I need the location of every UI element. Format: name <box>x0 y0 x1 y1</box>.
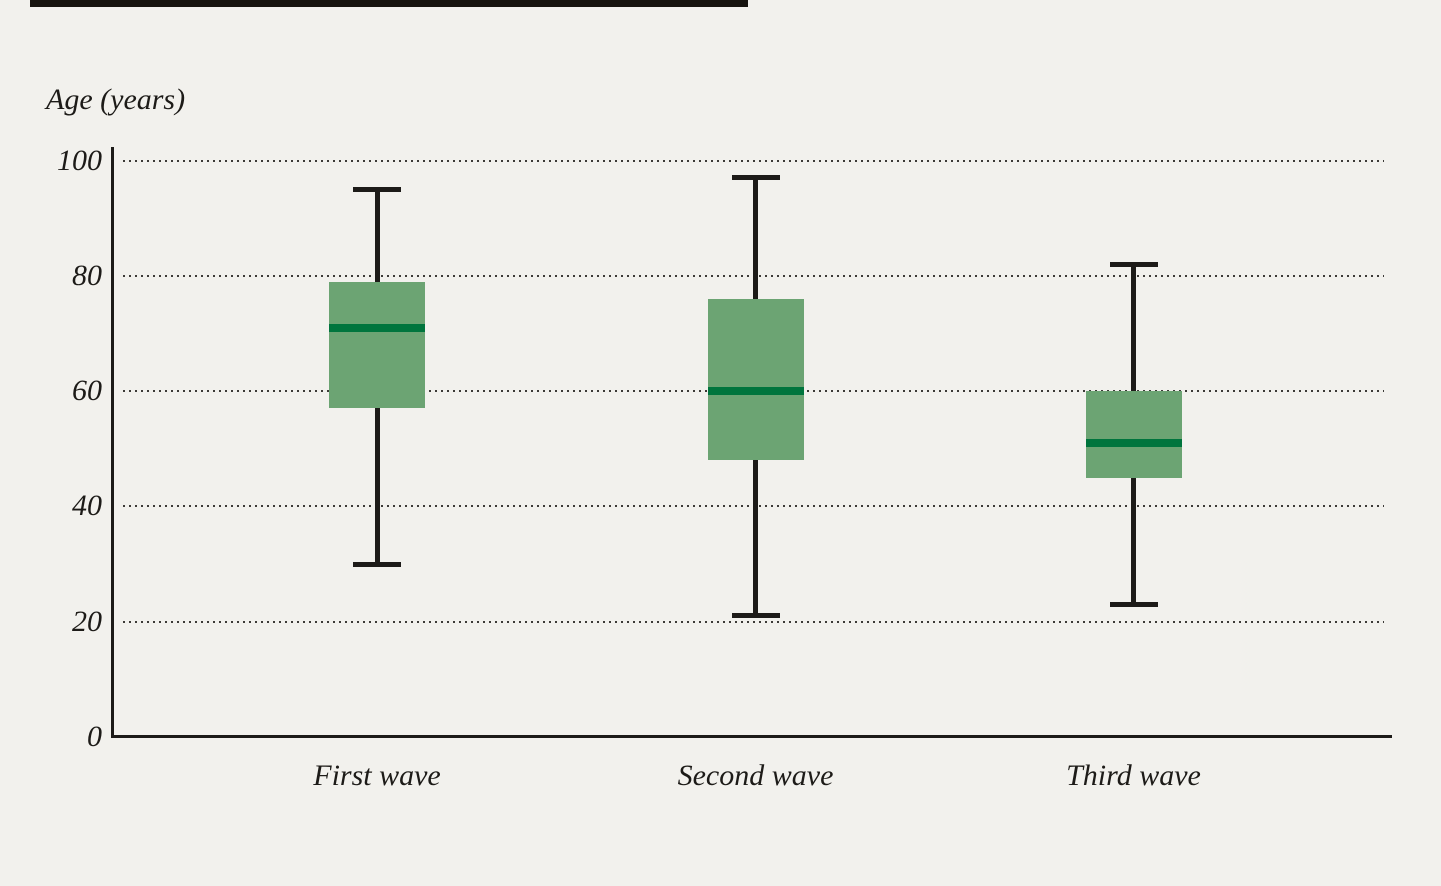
whisker-cap-min <box>731 613 780 619</box>
gridline-100 <box>123 159 1384 162</box>
whisker-cap-max <box>731 175 780 181</box>
iqr-box <box>1085 391 1182 478</box>
y-tick-label-100: 100 <box>57 143 102 177</box>
whisker-cap-max <box>1109 261 1158 267</box>
median-line <box>329 323 425 332</box>
x-tick-label-2: Second wave <box>677 759 834 792</box>
y-axis-line <box>111 147 114 737</box>
median-line <box>1085 438 1182 447</box>
x-axis-line <box>111 735 1392 738</box>
y-tick-label-0: 0 <box>87 720 102 753</box>
iqr-box <box>329 281 425 409</box>
whisker-cap-min <box>353 561 401 567</box>
iqr-box <box>707 298 804 461</box>
chart-title: Age (years) <box>46 83 186 116</box>
top-rule-bar <box>30 0 748 7</box>
y-tick-label-20: 20 <box>72 604 102 638</box>
x-tick-label-1: First wave <box>313 759 441 792</box>
whisker-cap-max <box>353 186 401 192</box>
median-line <box>707 387 804 396</box>
gridline-20 <box>123 620 1384 623</box>
y-tick-label-40: 40 <box>72 489 102 523</box>
y-tick-label-60: 60 <box>72 374 102 408</box>
whisker-cap-min <box>1109 601 1158 607</box>
x-tick-label-3: Third wave <box>1066 759 1201 792</box>
y-tick-label-80: 80 <box>72 258 102 292</box>
